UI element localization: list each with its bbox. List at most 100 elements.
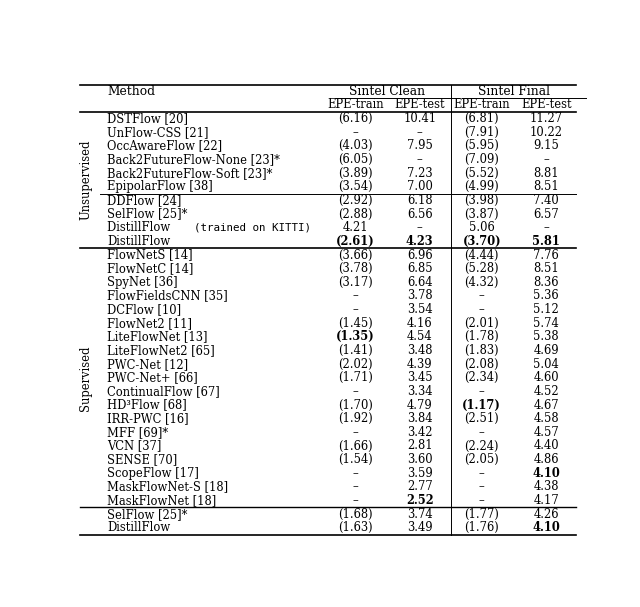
Text: FlowNetS [14]: FlowNetS [14] (108, 248, 193, 262)
Text: –: – (353, 494, 358, 507)
Text: –: – (479, 494, 484, 507)
Text: –: – (479, 290, 484, 302)
Text: 3.59: 3.59 (407, 467, 433, 480)
Text: –: – (353, 480, 358, 493)
Text: 3.60: 3.60 (407, 453, 433, 466)
Text: (1.83): (1.83) (465, 344, 499, 357)
Text: –: – (479, 480, 484, 493)
Text: 11.27: 11.27 (530, 112, 563, 125)
Text: –: – (417, 221, 422, 234)
Text: Sintel Clean: Sintel Clean (349, 85, 426, 98)
Text: 3.74: 3.74 (407, 507, 433, 521)
Text: MaskFlowNet-S [18]: MaskFlowNet-S [18] (108, 480, 228, 493)
Text: MaskFlowNet [18]: MaskFlowNet [18] (108, 494, 216, 507)
Text: SelFlow [25]*: SelFlow [25]* (108, 507, 188, 521)
Text: 7.23: 7.23 (407, 167, 433, 180)
Text: 7.95: 7.95 (407, 140, 433, 152)
Text: –: – (353, 385, 358, 398)
Text: (1.63): (1.63) (338, 521, 372, 534)
Text: (1.66): (1.66) (338, 439, 372, 452)
Text: DistillFlow: DistillFlow (108, 235, 170, 248)
Text: DistillFlow: DistillFlow (108, 221, 174, 234)
Text: 3.42: 3.42 (407, 426, 433, 439)
Text: 3.84: 3.84 (407, 412, 433, 425)
Text: (2.08): (2.08) (465, 358, 499, 371)
Text: 4.86: 4.86 (534, 453, 559, 466)
Text: (3.89): (3.89) (338, 167, 372, 180)
Text: –: – (479, 426, 484, 439)
Text: ScopeFlow [17]: ScopeFlow [17] (108, 467, 199, 480)
Text: (2.51): (2.51) (465, 412, 499, 425)
Text: 4.40: 4.40 (533, 439, 559, 452)
Text: 8.51: 8.51 (533, 180, 559, 193)
Text: OccAwareFlow [22]: OccAwareFlow [22] (108, 140, 223, 152)
Text: 4.60: 4.60 (533, 371, 559, 384)
Text: 6.57: 6.57 (533, 208, 559, 220)
Text: (2.92): (2.92) (338, 194, 372, 207)
Text: SelFlow [25]*: SelFlow [25]* (108, 208, 188, 220)
Text: 4.17: 4.17 (533, 494, 559, 507)
Text: ContinualFlow [67]: ContinualFlow [67] (108, 385, 220, 398)
Text: 4.10: 4.10 (532, 467, 560, 480)
Text: –: – (417, 153, 422, 166)
Text: (1.35): (1.35) (336, 330, 374, 344)
Text: DistillFlow: DistillFlow (108, 521, 170, 534)
Text: (2.05): (2.05) (465, 453, 499, 466)
Text: –: – (479, 303, 484, 316)
Text: 4.67: 4.67 (533, 399, 559, 412)
Text: (1.71): (1.71) (338, 371, 372, 384)
Text: 4.23: 4.23 (406, 235, 433, 248)
Text: (1.92): (1.92) (338, 412, 372, 425)
Text: (6.05): (6.05) (338, 153, 372, 166)
Text: 3.48: 3.48 (407, 344, 433, 357)
Text: EPE-test: EPE-test (394, 98, 445, 112)
Text: (6.16): (6.16) (338, 112, 372, 125)
Text: (1.41): (1.41) (338, 344, 372, 357)
Text: FlowNet2 [11]: FlowNet2 [11] (108, 317, 192, 330)
Text: (1.70): (1.70) (338, 399, 372, 412)
Text: 6.18: 6.18 (407, 194, 433, 207)
Text: (3.66): (3.66) (338, 248, 372, 262)
Text: EpipolarFlow [38]: EpipolarFlow [38] (108, 180, 213, 193)
Text: VCN [37]: VCN [37] (108, 439, 162, 452)
Text: (2.34): (2.34) (465, 371, 499, 384)
Text: LiteFlowNet [13]: LiteFlowNet [13] (108, 330, 208, 344)
Text: (2.01): (2.01) (465, 317, 499, 330)
Text: (1.45): (1.45) (338, 317, 372, 330)
Text: (7.09): (7.09) (465, 153, 499, 166)
Text: (1.78): (1.78) (465, 330, 499, 344)
Text: EPE-train: EPE-train (327, 98, 383, 112)
Text: Unsupervised: Unsupervised (79, 140, 92, 220)
Text: (6.81): (6.81) (465, 112, 499, 125)
Text: (2.88): (2.88) (338, 208, 372, 220)
Text: (1.68): (1.68) (338, 507, 372, 521)
Text: 6.96: 6.96 (407, 248, 433, 262)
Text: 2.52: 2.52 (406, 494, 433, 507)
Text: –: – (353, 126, 358, 139)
Text: (4.44): (4.44) (465, 248, 499, 262)
Text: 5.38: 5.38 (533, 330, 559, 344)
Text: DCFlow [10]: DCFlow [10] (108, 303, 181, 316)
Text: (2.61): (2.61) (336, 235, 374, 248)
Text: EPE-test: EPE-test (521, 98, 572, 112)
Text: 8.51: 8.51 (533, 262, 559, 275)
Text: 2.81: 2.81 (407, 439, 433, 452)
Text: Sintel Final: Sintel Final (478, 85, 550, 98)
Text: 4.57: 4.57 (533, 426, 559, 439)
Text: PWC-Net+ [66]: PWC-Net+ [66] (108, 371, 198, 384)
Text: UnFlow-CSS [21]: UnFlow-CSS [21] (108, 126, 209, 139)
Text: 4.54: 4.54 (407, 330, 433, 344)
Text: –: – (479, 467, 484, 480)
Text: FlowNetC [14]: FlowNetC [14] (108, 262, 194, 275)
Text: 4.69: 4.69 (533, 344, 559, 357)
Text: IRR-PWC [16]: IRR-PWC [16] (108, 412, 189, 425)
Text: 7.40: 7.40 (533, 194, 559, 207)
Text: MFF [69]*: MFF [69]* (108, 426, 168, 439)
Text: (5.52): (5.52) (465, 167, 499, 180)
Text: 9.15: 9.15 (533, 140, 559, 152)
Text: 4.10: 4.10 (532, 521, 560, 534)
Text: 4.26: 4.26 (534, 507, 559, 521)
Text: (1.77): (1.77) (465, 507, 499, 521)
Text: (5.95): (5.95) (465, 140, 499, 152)
Text: 5.36: 5.36 (533, 290, 559, 302)
